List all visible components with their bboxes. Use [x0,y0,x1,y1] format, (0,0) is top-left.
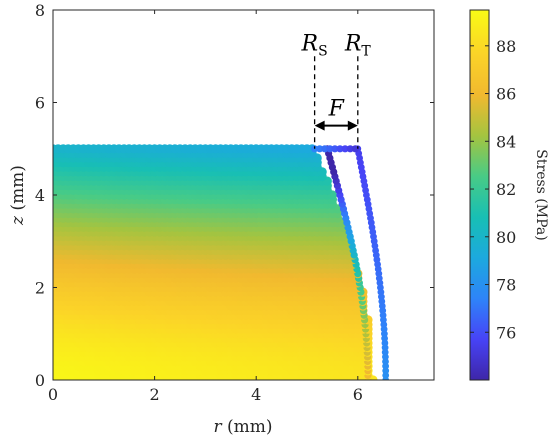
colorbar-tick-label: 88 [496,37,516,56]
x-axis-ticks: 0 2 4 6 [48,10,363,404]
y-axis-label: z (mm) [8,165,28,226]
colorbar-tick-label: 76 [496,323,516,342]
stress-point [326,145,334,153]
x-tick-label: 6 [353,385,363,404]
x-tick-label: 4 [251,385,261,404]
colorbar-tick-label: 84 [496,132,516,151]
stress-point [321,145,329,153]
colorbar-ticks: 76 78 80 82 84 86 88 [470,37,516,342]
colorbar [469,9,490,381]
stress-point [346,145,354,153]
rt-label: RT [344,31,372,59]
colorbar-tick-label: 86 [496,85,516,104]
stress-point [341,145,349,153]
y-tick-label: 2 [35,279,45,298]
x-tick-label: 0 [48,385,58,404]
colorbar-label: Stress (MPa) [533,149,549,240]
stress-point [311,145,319,153]
y-tick-label: 8 [35,1,45,20]
stress-scatter [53,144,390,380]
y-axis-ticks: 0 2 4 6 8 [35,1,434,390]
f-label: F [328,97,345,122]
stress-point [351,145,359,153]
x-axis-label: r (mm) [213,417,272,437]
f-arrowhead-left [314,120,325,131]
stress-point [336,145,344,153]
y-tick-label: 0 [35,371,45,390]
y-tick-label: 4 [35,186,45,205]
colorbar-tick-label: 78 [496,276,516,295]
f-arrowhead-right [347,120,358,131]
stress-point [316,145,324,153]
colorbar-tick-label: 82 [496,180,516,199]
rs-label: RS [301,31,328,59]
colorbar-tick-label: 80 [496,228,516,247]
y-tick-label: 6 [35,94,45,113]
annotations: RS RT F [301,31,372,149]
x-tick-label: 2 [150,385,160,404]
stress-point [331,145,339,153]
